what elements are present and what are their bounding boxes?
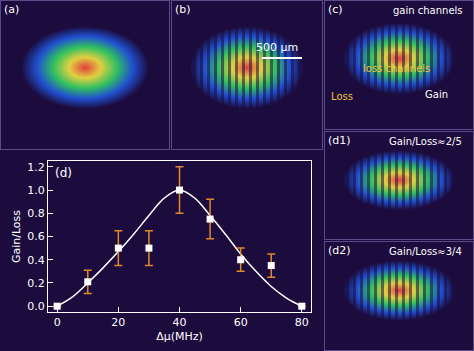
html-text:gain channels: gain channels [393,5,463,16]
html-text:Gain/Loss≈2/5: Gain/Loss≈2/5 [389,136,462,147]
svg-text:0.6: 0.6 [27,230,45,243]
svg-text:1.0: 1.0 [27,184,45,197]
html-text:(b): (b) [175,3,191,16]
html-text:Gain: Gain [425,89,448,100]
svg-text:0.2: 0.2 [27,277,45,290]
svg-text:Δμ(MHz): Δμ(MHz) [156,330,203,343]
html-text:(d2): (d2) [328,244,351,257]
svg-text:1.2: 1.2 [27,161,45,174]
svg-text:40: 40 [173,316,187,329]
svg-text:0.8: 0.8 [27,207,45,220]
svg-text:0: 0 [54,316,61,329]
svg-text:0.0: 0.0 [27,300,45,313]
svg-text:Gain/Loss: Gain/Loss [10,210,23,263]
html-text:500 µm: 500 µm [256,41,299,54]
svg-text:80: 80 [295,316,309,329]
svg-text:20: 20 [111,316,125,329]
html-text:Loss: Loss [331,91,353,102]
svg-text:0.4: 0.4 [27,254,45,267]
svg-text:60: 60 [234,316,248,329]
html-text:(c): (c) [328,3,343,16]
html-text:loss channels: loss channels [363,63,431,74]
html-text:(a): (a) [4,3,20,16]
html-text:Gain/Loss≈3/4: Gain/Loss≈3/4 [389,246,462,257]
svg-text:(d): (d) [55,166,72,180]
html-text:(d1): (d1) [328,134,351,147]
